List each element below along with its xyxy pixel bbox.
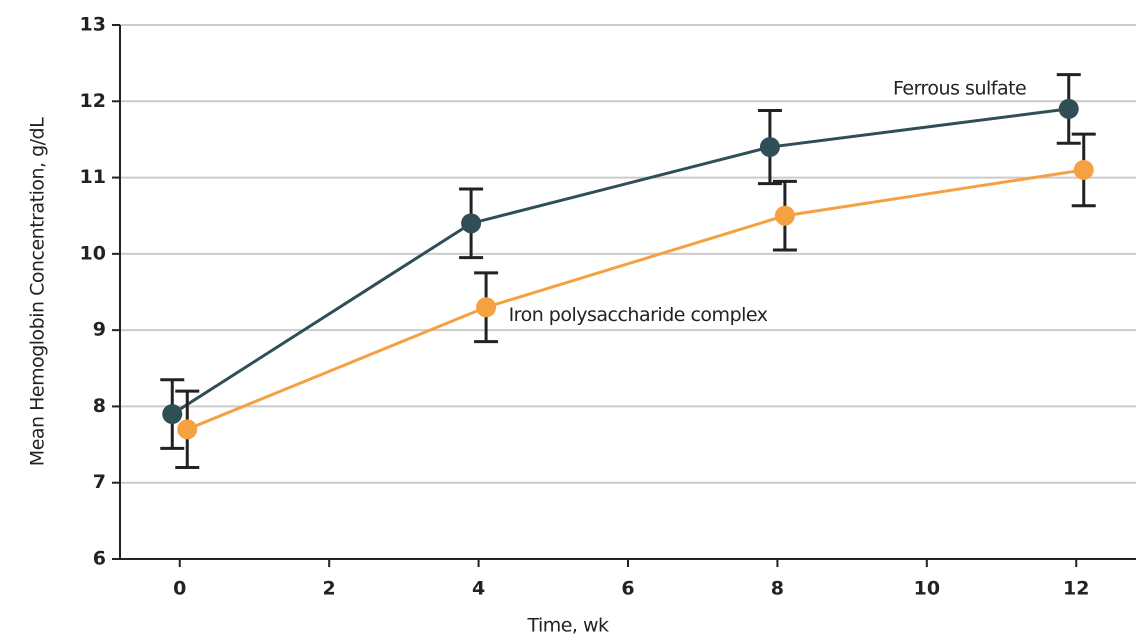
y-tick-label: 13 (80, 14, 106, 36)
data-point (759, 137, 780, 158)
y-tick-label: 10 (80, 242, 106, 264)
series-line (171, 107, 1069, 416)
y-tick-label: 12 (80, 90, 106, 112)
data-point (1073, 159, 1094, 180)
x-tick-label: 6 (621, 578, 634, 600)
data-point (1058, 98, 1079, 119)
data-point (774, 205, 795, 226)
y-tick-label: 6 (93, 548, 106, 570)
x-tick-label: 0 (173, 578, 186, 600)
y-tick-label: 11 (80, 166, 106, 188)
x-tick-label: 4 (472, 578, 485, 600)
data-point (476, 297, 497, 318)
series-label: Iron polysaccharide complex (509, 304, 768, 326)
x-tick-label: 10 (914, 578, 940, 600)
y-tick-label: 8 (93, 395, 106, 417)
data-point (461, 213, 482, 234)
y-axis-label: Mean Hemoglobin Concentration, g/dL (27, 117, 49, 466)
x-axis-label: Time, wk (526, 615, 609, 637)
x-tick-label: 12 (1063, 578, 1089, 600)
series-line (186, 168, 1084, 431)
series-label: Ferrous sulfate (893, 77, 1026, 99)
y-tick-label: 7 (93, 471, 106, 493)
x-tick-label: 2 (323, 578, 336, 600)
data-point (162, 404, 183, 425)
y-tick-label: 9 (93, 319, 106, 341)
x-tick-label: 8 (771, 578, 784, 600)
data-point (177, 419, 198, 440)
